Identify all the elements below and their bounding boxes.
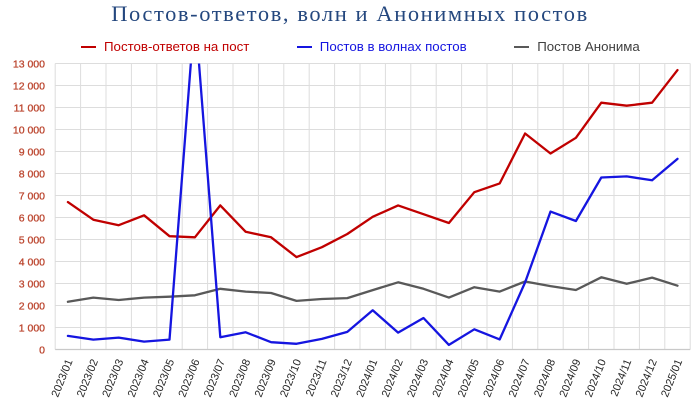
- svg-text:4 000: 4 000: [19, 257, 45, 269]
- svg-text:2023/12: 2023/12: [329, 358, 355, 399]
- svg-text:2023/08: 2023/08: [227, 358, 253, 399]
- svg-text:2023/11: 2023/11: [304, 358, 330, 399]
- svg-text:6 000: 6 000: [19, 213, 45, 225]
- svg-text:2024/03: 2024/03: [405, 358, 431, 399]
- svg-text:2024/02: 2024/02: [380, 358, 406, 399]
- svg-text:12 000: 12 000: [13, 81, 45, 93]
- svg-text:2025/01: 2025/01: [659, 358, 685, 399]
- svg-text:2023/01: 2023/01: [50, 358, 76, 399]
- svg-text:1 000: 1 000: [19, 323, 45, 335]
- svg-text:2023/03: 2023/03: [100, 358, 126, 399]
- svg-text:7 000: 7 000: [19, 191, 45, 203]
- svg-text:10 000: 10 000: [13, 125, 45, 137]
- svg-text:8 000: 8 000: [19, 169, 45, 181]
- svg-text:2024/06: 2024/06: [481, 358, 507, 399]
- svg-text:5 000: 5 000: [19, 235, 45, 247]
- svg-text:2023/10: 2023/10: [278, 358, 304, 399]
- svg-text:2024/11: 2024/11: [609, 358, 635, 399]
- svg-text:2023/02: 2023/02: [75, 358, 101, 399]
- svg-text:2 000: 2 000: [19, 301, 45, 313]
- svg-text:2024/12: 2024/12: [634, 358, 660, 399]
- svg-text:2023/05: 2023/05: [151, 358, 177, 399]
- svg-text:2023/06: 2023/06: [177, 358, 203, 399]
- svg-text:2024/09: 2024/09: [558, 358, 584, 399]
- svg-text:2023/04: 2023/04: [126, 358, 152, 399]
- svg-text:0: 0: [39, 345, 45, 357]
- svg-text:11 000: 11 000: [14, 103, 45, 115]
- svg-text:2023/07: 2023/07: [202, 358, 228, 399]
- svg-text:2023/09: 2023/09: [253, 358, 279, 399]
- svg-text:2024/07: 2024/07: [507, 358, 533, 399]
- svg-text:2024/05: 2024/05: [456, 358, 482, 399]
- svg-text:3 000: 3 000: [19, 279, 45, 291]
- svg-text:2024/01: 2024/01: [354, 358, 380, 399]
- svg-text:13 000: 13 000: [13, 59, 45, 71]
- svg-text:9 000: 9 000: [19, 147, 45, 159]
- svg-text:2024/04: 2024/04: [431, 358, 457, 399]
- svg-text:2024/08: 2024/08: [532, 358, 558, 399]
- svg-text:2024/10: 2024/10: [583, 358, 609, 399]
